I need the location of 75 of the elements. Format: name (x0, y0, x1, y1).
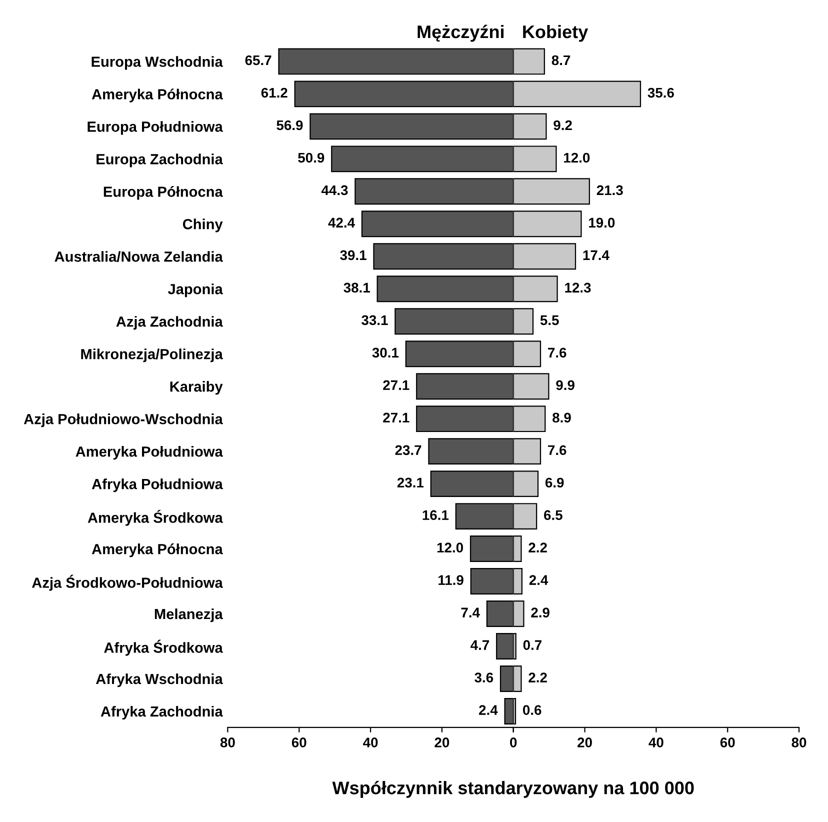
y-tick-label: Azja Zachodnia (116, 316, 223, 330)
x-tick-label: 80 (220, 738, 235, 748)
data-label: 12.0 (564, 152, 590, 163)
x-tick-label: 20 (434, 738, 450, 748)
data-label: 56.9 (276, 120, 303, 130)
data-label: 21.3 (596, 185, 623, 196)
y-tick-label: Europa Wschodnia (92, 56, 223, 70)
series-label: Mężczyźni (418, 24, 504, 42)
y-tick-label: Melanezja (154, 608, 223, 622)
y-tick-label: Japonia (168, 284, 223, 298)
data-label: 8.7 (552, 55, 570, 66)
data-label: 2.4 (479, 705, 498, 715)
x-tick-label: 20 (578, 738, 592, 748)
y-tick-label: Afryka Południowa (92, 478, 223, 492)
data-label: 12.0 (437, 542, 463, 553)
data-label: 7.6 (548, 445, 566, 456)
data-label: 0.6 (522, 705, 542, 715)
x-tick-label: 40 (648, 738, 664, 748)
data-label: 2.4 (529, 575, 548, 585)
data-label: 4.7 (470, 640, 490, 650)
x-tick-label: 60 (292, 738, 306, 748)
x-tick-label: 80 (792, 738, 806, 748)
series-label: Kobiety (523, 24, 588, 42)
data-label: 2.9 (531, 608, 550, 618)
y-tick-label: Europa Północna (104, 186, 223, 200)
data-label: 65.7 (245, 55, 272, 66)
y-tick-label: Afryka Wschodnia (96, 673, 223, 688)
x-axis-title: Współczynnik standaryzowany na 100 000 (332, 780, 694, 798)
data-label: 0.7 (523, 640, 542, 650)
data-label: 42.4 (328, 218, 355, 228)
data-label: 39.1 (340, 250, 366, 260)
data-label: 11.9 (438, 575, 464, 585)
y-tick-label: Azja Południowo-Wschodnia (24, 414, 223, 428)
data-label: 33.1 (362, 315, 388, 326)
data-label: 3.6 (474, 672, 494, 682)
y-tick-label: Europa Zachodnia (96, 154, 223, 168)
y-tick-label: Ameryka Południowa (76, 446, 223, 460)
x-tick-label: 60 (720, 738, 735, 748)
data-label: 9.2 (554, 120, 572, 130)
y-tick-label: Ameryka Środkowa (88, 510, 223, 526)
data-label: 7.6 (548, 348, 566, 358)
data-label: 6.9 (545, 478, 564, 488)
data-label: 5.5 (540, 315, 559, 326)
data-label: 7.4 (461, 608, 480, 618)
data-label: 2.2 (528, 672, 547, 682)
y-tick-label: Mikronezja/Polinezja (81, 348, 223, 362)
data-label: 38.1 (344, 282, 370, 293)
data-label: 35.6 (648, 88, 674, 98)
y-tick-label: Afryka Środkowa (104, 640, 223, 656)
data-label: 27.1 (383, 380, 410, 390)
data-label: 50.9 (298, 152, 324, 163)
data-label: 23.7 (395, 445, 422, 456)
data-label: 8.9 (552, 412, 571, 423)
data-label: 17.4 (583, 250, 610, 260)
y-tick-label: Ameryka Północna (92, 88, 223, 102)
x-tick-label: 40 (363, 738, 378, 748)
y-tick-label: Azja Środkowo-Południowa (32, 574, 223, 591)
data-label: 16.1 (422, 510, 449, 520)
data-label: 30.1 (372, 348, 399, 358)
x-tick-label: 0 (510, 738, 517, 748)
y-tick-label: Karaiby (170, 381, 223, 395)
y-tick-label: Chiny (182, 218, 223, 232)
y-tick-label: Ameryka Północna (92, 543, 223, 558)
data-label: 2.2 (528, 542, 547, 552)
data-label: 19.0 (589, 218, 615, 228)
data-label: 61.2 (261, 88, 288, 98)
y-tick-label: Australia/Nowa Zelandia (54, 251, 223, 262)
data-label: 44.3 (321, 185, 348, 196)
data-label: 23.1 (397, 478, 424, 488)
data-label: 9.9 (556, 380, 574, 390)
data-label: 12.3 (565, 282, 591, 293)
y-tick-label: Afryka Zachodnia (100, 706, 223, 720)
data-label: 27.1 (383, 412, 410, 422)
data-label: 6.5 (544, 510, 562, 520)
y-tick-label: Europa Południowa (88, 121, 223, 135)
